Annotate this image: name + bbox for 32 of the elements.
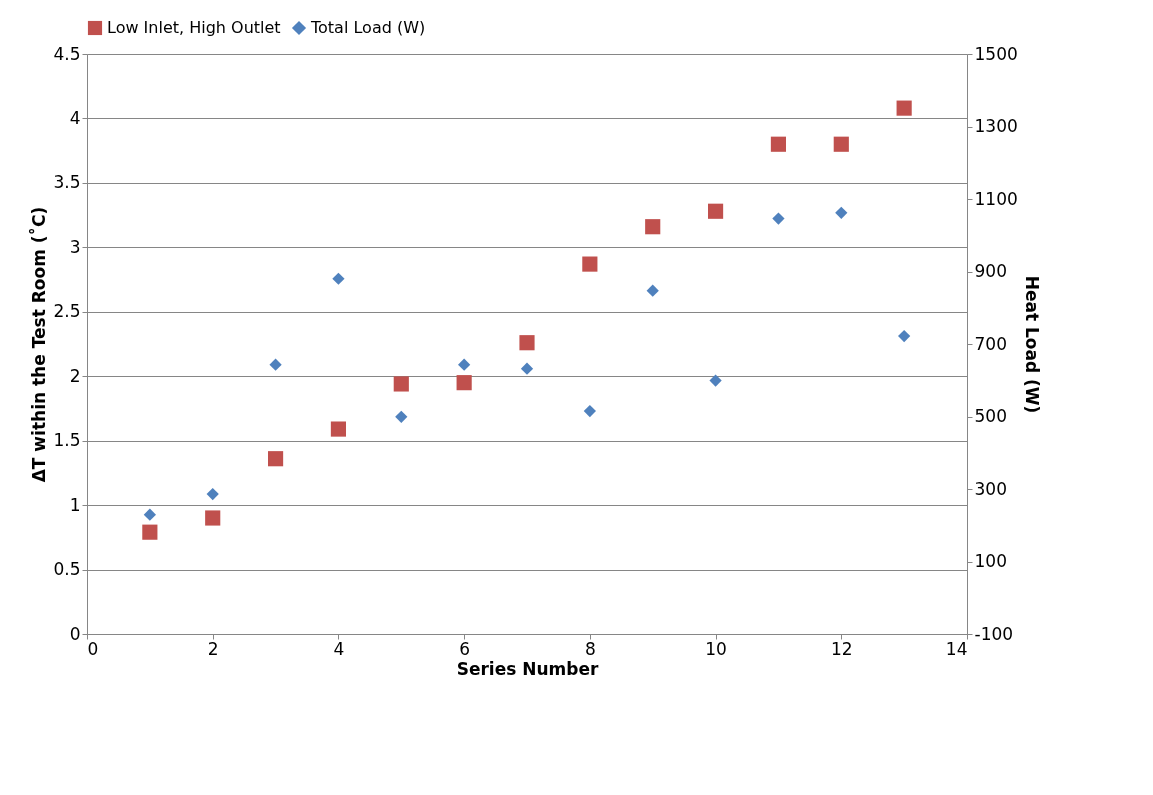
y-tick-label: 4.5 — [53, 43, 81, 64]
y-tick-label: 2 — [69, 365, 81, 386]
x-tick-label: 0 — [87, 638, 99, 659]
y2-tick-label: -100 — [974, 623, 1014, 644]
y2-tick-label: 1500 — [974, 43, 1018, 64]
y-tick-label: 0 — [69, 623, 81, 644]
y-tick-label: 0.5 — [53, 559, 81, 580]
y-tick-label: 2.5 — [53, 301, 81, 322]
y-tick-label: 1 — [69, 494, 81, 515]
y2-tick-label: 700 — [974, 333, 1007, 354]
y-axis-title: ΔT within the Test Room (˚C) — [28, 206, 50, 483]
x-tick-label: 12 — [830, 638, 853, 659]
y2-axis-title: Heat Load (W) — [1021, 275, 1042, 414]
legend-label: Low Inlet, High Outlet — [107, 18, 281, 37]
legend-label: Total Load (W) — [310, 18, 426, 37]
x-tick-label: 8 — [584, 638, 596, 659]
x-tick-label: 10 — [705, 638, 727, 659]
x-tick-label: 6 — [459, 638, 471, 659]
x-axis-title: Series Number — [456, 658, 599, 679]
y2-tick-label: 1300 — [974, 116, 1018, 136]
y-tick-label: 3 — [69, 236, 81, 257]
y-tick-label: 1.5 — [53, 430, 81, 451]
x-tick-label: 14 — [945, 638, 968, 659]
y2-tick-label: 1100 — [974, 188, 1018, 209]
x-tick-label: 2 — [207, 638, 219, 659]
y2-tick-label: 900 — [974, 261, 1007, 281]
y2-tick-label: 500 — [974, 406, 1007, 426]
y2-tick-label: 300 — [974, 478, 1007, 499]
x-tick-label: 4 — [333, 638, 345, 659]
y-tick-label: 3.5 — [53, 172, 81, 193]
y2-tick-label: 100 — [974, 551, 1007, 571]
y-tick-label: 4 — [69, 107, 81, 128]
